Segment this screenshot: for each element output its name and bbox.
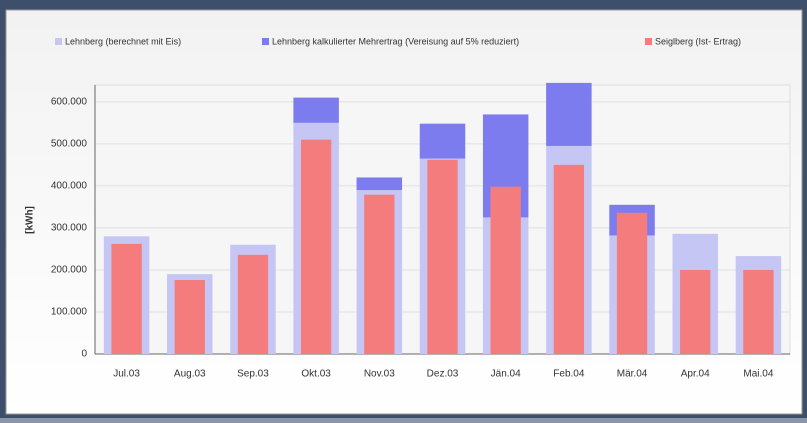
y-tick-label: 500.000 xyxy=(51,138,88,149)
x-tick-label: Nov.03 xyxy=(364,369,395,380)
x-tick-label: Dez.03 xyxy=(427,369,459,380)
bar xyxy=(174,280,205,354)
y-tick-label: 400.000 xyxy=(51,181,88,192)
x-tick-label: Jul.03 xyxy=(113,369,140,380)
bar xyxy=(546,82,592,146)
legend-swatch xyxy=(55,38,62,45)
legend-swatch xyxy=(262,38,269,45)
y-tick-label: 200.000 xyxy=(51,265,88,276)
bar xyxy=(490,186,521,354)
legend-label: Seiglberg (Ist- Ertrag) xyxy=(655,36,741,46)
y-axis-label: [kWh] xyxy=(25,206,36,234)
x-tick-label: Mai.04 xyxy=(743,369,773,380)
bar xyxy=(300,139,332,354)
x-tick-label: Aug.03 xyxy=(174,369,206,380)
x-tick-label: Sep.03 xyxy=(237,369,269,380)
bar xyxy=(293,97,339,123)
y-tick-label: 600.000 xyxy=(51,96,88,107)
x-tick-label: Okt.03 xyxy=(301,369,331,380)
bar xyxy=(553,164,585,354)
bar xyxy=(111,243,142,354)
x-tick-label: Mär.04 xyxy=(617,369,648,380)
legend-label: Lehnberg kalkulierter Mehrertrag (Vereis… xyxy=(272,36,519,46)
bar xyxy=(237,254,269,354)
legend-label: Lehnberg (berechnet mit Eis) xyxy=(65,36,181,46)
bar xyxy=(427,159,458,354)
x-tick-label: Apr.04 xyxy=(681,369,710,380)
bar xyxy=(364,194,395,354)
bar xyxy=(356,177,403,191)
bar xyxy=(743,269,774,354)
y-tick-label: 100.000 xyxy=(51,307,88,318)
y-tick-label: 300.000 xyxy=(51,223,88,234)
legend-swatch xyxy=(645,38,652,45)
x-tick-label: Jän.04 xyxy=(491,369,521,380)
bar xyxy=(419,123,466,159)
bar xyxy=(616,212,648,354)
y-tick-label: 0 xyxy=(81,349,87,360)
x-tick-label: Feb.04 xyxy=(553,369,585,380)
bar xyxy=(680,269,711,354)
